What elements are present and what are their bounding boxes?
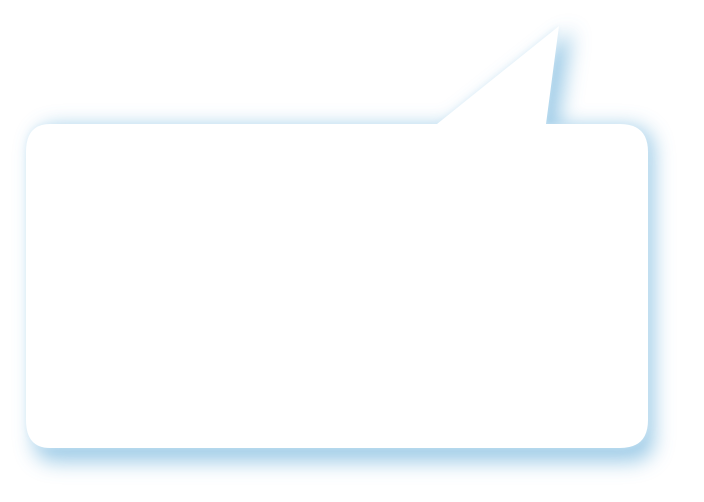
speech-bubble-body — [26, 26, 648, 448]
